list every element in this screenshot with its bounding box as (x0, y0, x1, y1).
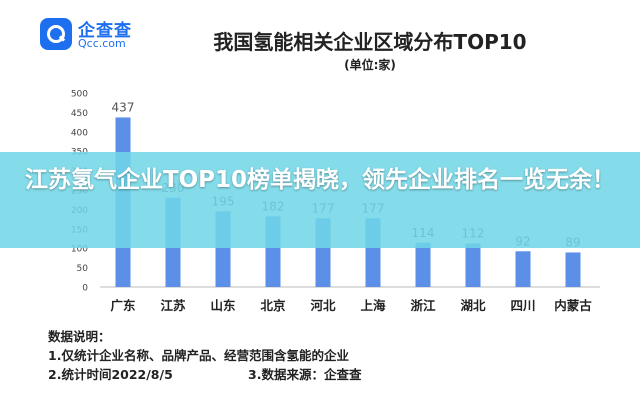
notes-stat-time: 2.统计时间2022/8/5 (48, 367, 173, 382)
y-tick-label: 0 (82, 284, 88, 294)
chart-subtitle: (单位:家) (344, 58, 396, 72)
headline-text: 江苏氢气企业TOP10榜单揭晓，领先企业排名一览无余！ (24, 167, 616, 193)
headline-banner: 江苏氢气企业TOP10榜单揭晓，领先企业排名一览无余！ (0, 152, 640, 248)
bar (565, 252, 581, 287)
x-tick-label: 四川 (510, 298, 535, 313)
y-tick-label: 400 (71, 128, 88, 138)
x-tick-label: 湖北 (460, 298, 486, 313)
notes-line-2: 2.统计时间2022/8/5 3.数据来源：企查查 (48, 365, 361, 384)
brand-name-en: Qcc.com (78, 37, 126, 50)
data-notes: 数据说明： 1.仅统计企业名称、品牌产品、经营范围含氢能的企业 2.统计时间20… (48, 327, 361, 384)
bar (465, 243, 481, 287)
bar (515, 251, 531, 287)
y-tick-label: 100 (71, 245, 88, 255)
x-tick-label: 内蒙古 (554, 298, 592, 313)
x-tick-label: 浙江 (410, 298, 436, 313)
brand-name-cn: 企查查 (78, 21, 132, 41)
x-tick-label: 江苏 (160, 298, 186, 313)
notes-heading: 数据说明： (48, 329, 111, 344)
bar (415, 242, 431, 287)
y-tick-label: 50 (77, 264, 89, 274)
brand-logo: 企查查 Qcc.com (40, 18, 150, 52)
notes-source: 3.数据来源：企查查 (248, 367, 362, 382)
bar-value-label: 437 (112, 100, 135, 114)
x-tick-label: 上海 (360, 298, 386, 313)
x-tick-label: 广东 (110, 298, 136, 313)
magnifier-icon (40, 18, 72, 50)
x-tick-label: 山东 (210, 298, 236, 313)
x-axis: 广东 江苏 山东 北京 河北 上海 浙江 湖北 四川 内蒙古 (100, 286, 600, 313)
chart-title: 我国氢能相关企业区域分布TOP10 (213, 30, 527, 54)
y-tick-label: 500 (71, 90, 88, 100)
notes-line-1: 1.仅统计企业名称、品牌产品、经营范围含氢能的企业 (48, 348, 349, 363)
y-tick-label: 450 (71, 109, 88, 119)
x-tick-label: 北京 (260, 298, 286, 313)
x-tick-label: 河北 (310, 298, 336, 313)
